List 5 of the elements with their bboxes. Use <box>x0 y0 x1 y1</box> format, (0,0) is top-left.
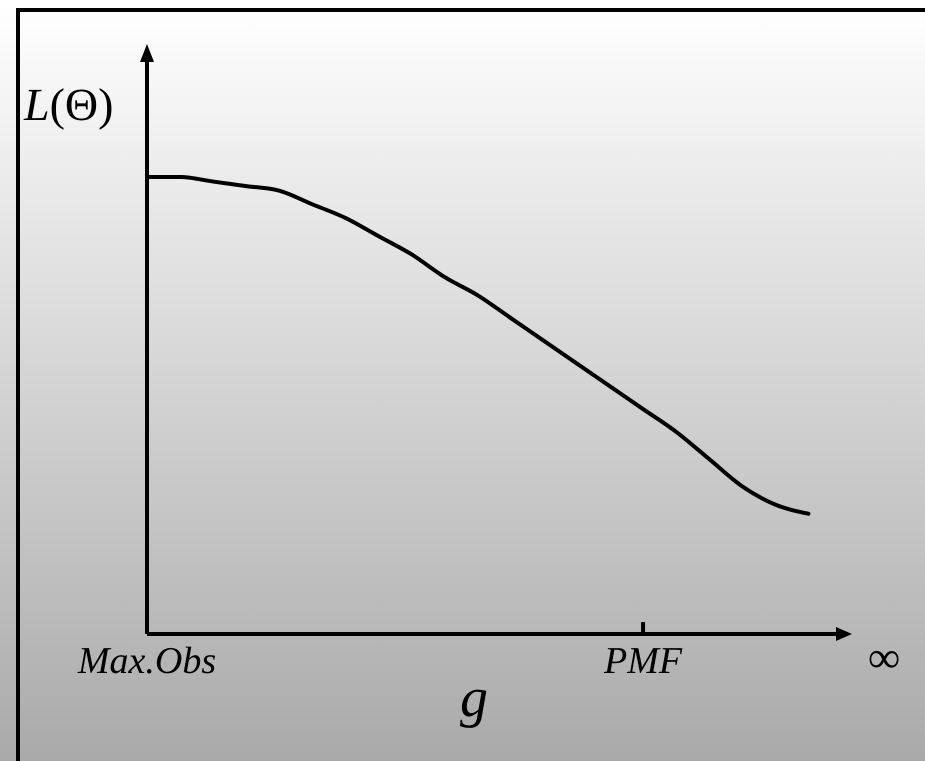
y-axis-title: L(Θ) <box>23 79 114 130</box>
x-tick-label: ∞ <box>868 633 900 682</box>
x-axis-title: g <box>460 667 488 729</box>
x-tick-label: Max.Obs <box>76 640 216 682</box>
x-tick-label: PMF <box>603 640 683 682</box>
